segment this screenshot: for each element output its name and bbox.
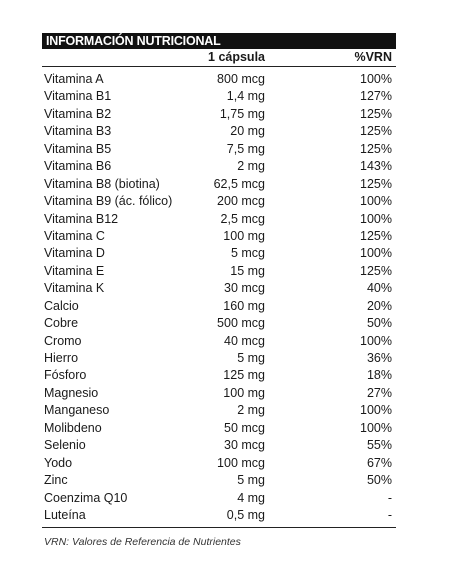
vrn-percent: 50% — [366, 316, 392, 331]
vrn-percent: 143% — [360, 159, 392, 174]
vrn-percent: 127% — [360, 89, 392, 104]
nutrient-name: Fósforo — [44, 368, 87, 383]
table-title: INFORMACIÓN NUTRICIONAL — [46, 34, 221, 48]
vrn-percent: 100% — [360, 194, 392, 209]
amount: 7,5 mg — [226, 141, 265, 156]
amount: 50 mcg — [224, 420, 265, 435]
nutrient-name: Vitamina B9 (ác. fólico) — [44, 194, 173, 209]
vrn-percent: - — [387, 490, 392, 505]
vrn-percent: 100% — [360, 403, 392, 418]
amount: 2 mg — [237, 159, 265, 174]
vrn-percent: 125% — [360, 176, 392, 191]
amount: 100 mcg — [217, 455, 265, 470]
amount: 800 mcg — [217, 72, 265, 86]
amount: 160 mg — [223, 298, 265, 313]
nutrient-name: Selenio — [44, 438, 86, 453]
amount: 0,5 mg — [226, 508, 265, 522]
nutrient-name: Vitamina C — [44, 228, 105, 243]
nutrient-name: Vitamina E — [44, 263, 105, 278]
amount: 1,75 mg — [219, 106, 265, 121]
amount: 5 mg — [237, 351, 265, 366]
amount: 15 mg — [230, 263, 265, 278]
nutrient-name: Vitamina B3 — [44, 124, 112, 139]
nutrient-name: Vitamina D — [44, 246, 105, 261]
nutrient-name: Vitamina B6 — [44, 159, 112, 174]
amount: 1,4 mg — [226, 89, 265, 104]
amount: 20 mg — [230, 124, 265, 139]
amount: 100 mg — [223, 228, 265, 243]
bottom-rule — [42, 527, 396, 528]
amount: 30 mcg — [224, 281, 265, 296]
nutrient-name: Vitamina B12 — [44, 211, 119, 226]
vrn-percent: 18% — [366, 368, 392, 383]
column-header: 1 cápsula — [208, 50, 265, 64]
vrn-percent: 100% — [360, 333, 392, 348]
vrn-percent: 67% — [366, 455, 392, 470]
amount: 5 mcg — [230, 246, 265, 261]
vrn-percent: 27% — [366, 385, 392, 400]
nutrient-name: Yodo — [44, 455, 73, 470]
vrn-percent: 55% — [366, 438, 392, 453]
vrn-percent: 36% — [366, 351, 392, 366]
amount: 200 mcg — [217, 194, 265, 209]
nutrient-name: Vitamina B5 — [44, 141, 112, 156]
vrn-percent: 50% — [366, 473, 392, 488]
amount: 4 mg — [237, 490, 265, 505]
vrn-percent: 100% — [360, 420, 392, 435]
column-header: %VRN — [354, 50, 392, 64]
nutrient-name: Zinc — [44, 473, 68, 488]
amount: 125 mg — [223, 368, 265, 383]
nutrient-name: Vitamina B1 — [44, 89, 112, 104]
vrn-percent: 20% — [366, 298, 392, 313]
nutrient-name: Cobre — [44, 316, 79, 331]
amount: 30 mcg — [224, 438, 265, 453]
amount: 100 mg — [223, 385, 265, 400]
nutrient-name: Molibdeno — [44, 420, 102, 435]
amount: 500 mcg — [217, 316, 265, 331]
vrn-percent: 125% — [360, 228, 392, 243]
nutrient-name: Coenzima Q10 — [44, 490, 128, 505]
nutrient-name: Cromo — [44, 333, 82, 348]
amount: 5 mg — [237, 473, 265, 488]
nutrient-name: Vitamina B8 (biotina) — [44, 176, 160, 191]
amount: 2,5 mcg — [220, 211, 265, 226]
vrn-percent: - — [387, 508, 392, 522]
nutrient-name: Vitamina K — [44, 281, 105, 296]
nutrient-name: Calcio — [44, 298, 79, 313]
vrn-percent: 125% — [360, 141, 392, 156]
amount: 40 mcg — [224, 333, 265, 348]
amount: 62,5 mcg — [213, 176, 265, 191]
vrn-percent: 125% — [360, 124, 392, 139]
nutrient-name: Luteína — [44, 508, 86, 522]
vrn-percent: 100% — [360, 72, 392, 86]
vrn-percent: 125% — [360, 106, 392, 121]
nutrient-name: Magnesio — [44, 385, 99, 400]
vrn-percent: 100% — [360, 246, 392, 261]
vrn-percent: 125% — [360, 263, 392, 278]
footnote: VRN: Valores de Referencia de Nutrientes — [44, 536, 241, 548]
vrn-percent: 100% — [360, 211, 392, 226]
nutrient-name: Vitamina B2 — [44, 106, 112, 121]
nutrient-name: Hierro — [44, 351, 79, 366]
title-bar — [42, 33, 396, 49]
vrn-percent: 40% — [366, 281, 392, 296]
header-rule — [42, 66, 396, 67]
amount: 2 mg — [237, 403, 265, 418]
nutrient-name: Vitamina A — [44, 72, 104, 86]
nutrient-name: Manganeso — [44, 403, 110, 418]
